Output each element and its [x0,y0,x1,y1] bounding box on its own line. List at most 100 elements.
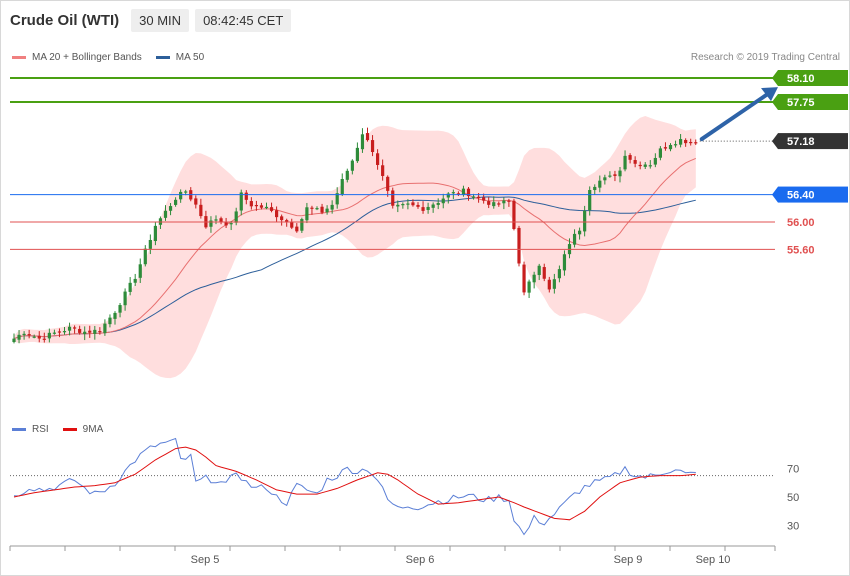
candle-body [269,207,274,211]
price-tag-57-18 [778,133,848,150]
candle-body [32,336,36,338]
candle-body [219,218,223,222]
candle-body [67,326,72,331]
candle-body [456,193,460,195]
candle-body [88,330,92,333]
rsi-tick-50: 50 [787,492,799,504]
candle-body [83,331,87,335]
price-label-58-10: 58.10 [787,73,815,85]
candle-body [431,204,435,208]
candle-body [502,200,506,204]
rsi-tick-70: 70 [787,464,799,476]
forecast-arrow-shaft [699,89,774,142]
legend-ma50: MA 50 [155,52,205,63]
candle-body [295,226,299,232]
candle-body [653,157,657,165]
candle-body [694,142,698,144]
candle-body [275,210,279,218]
candle-body [593,186,597,191]
candle-body [643,164,647,167]
candle-body [108,317,112,325]
ma9-swatch [62,428,77,431]
candle-body [143,248,147,265]
candle-body [446,193,450,198]
candle-body [300,219,304,231]
candle-body [259,205,264,208]
price-label-57-18: 57.18 [787,136,815,148]
price-tag-56-40 [778,186,848,203]
candle-body [73,327,77,329]
candle-body [512,200,516,230]
candle-body [421,207,425,211]
price-tag-notch [772,70,778,86]
candle-body [17,334,21,340]
candle-body [598,180,602,188]
candle-body [345,170,349,180]
candle-body [148,239,152,249]
candle-body [527,281,531,293]
candle-body [103,323,107,334]
candle-body [239,192,243,211]
candle-body [128,282,132,292]
ma50-label: MA 50 [175,52,205,63]
candle-body [441,198,445,204]
candle-body [638,164,642,167]
candle-body [199,204,203,217]
candle-body [547,279,551,290]
candle-body [507,200,511,202]
candle-body [679,139,683,145]
candle-body [648,165,652,167]
candle-body [234,211,238,223]
candle-body [335,193,339,205]
price-label-56-00: 56.00 [787,217,815,229]
candle-body [184,191,188,193]
candle-body [416,204,420,207]
candle-body [608,175,612,177]
instrument-title: Crude Oil (WTI) [10,11,120,29]
candle-body [340,179,344,195]
ma9-label: 9MA [82,424,104,435]
candle-body [138,264,142,278]
candle-body [133,278,137,283]
x-tick-label: Sep 6 [406,554,435,566]
candle-body [436,202,440,205]
candle-body [401,204,405,206]
price-label-55-60: 55.60 [787,244,815,256]
main-plot [12,116,698,379]
candle-body [487,201,491,205]
candle-body [249,201,253,207]
candle-body [209,220,213,227]
candle-body [174,199,178,205]
candle-body [27,334,31,336]
candle-body [330,204,334,210]
candle-body [396,204,400,207]
candle-body [179,191,183,200]
candle-body [98,331,102,333]
candle-body [163,210,168,218]
candle-body [62,331,67,333]
x-tick-label: Sep 10 [696,554,731,566]
candle-body [663,147,668,149]
candle-body [214,219,218,221]
price-label-57-75: 57.75 [787,97,815,109]
rsi-ma9-line [13,446,696,521]
candle-body [37,335,41,339]
candle-body [194,198,198,205]
candle-body [315,208,319,210]
rsi-plot [10,437,775,536]
x-tick-label: Sep 9 [614,554,643,566]
candle-body [360,134,365,150]
ma20-label: MA 20 + Bollinger Bands [32,52,142,63]
time-badge: 08:42:45 CET [195,8,292,32]
candle-body [588,190,592,211]
price-tag-notch [772,94,778,110]
candle-body [229,223,233,225]
candle-body [572,233,577,245]
candle-body [532,274,536,283]
candle-body [280,216,284,221]
candle-body [461,188,466,195]
timeframe-badge[interactable]: 30 MIN [131,8,190,32]
candle-body [406,203,410,205]
candle-body [244,192,248,200]
